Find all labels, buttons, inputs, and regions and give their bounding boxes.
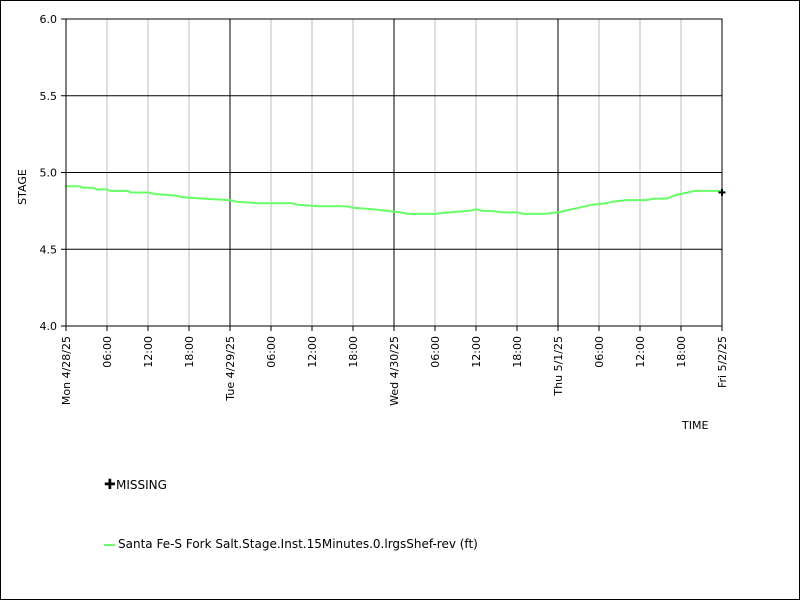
x-axis-ticks: 06:00 12:00 18:00 06:00 12:00 18:00 06:00 12:00… bbox=[60, 326, 729, 406]
x-day-label: Thu 5/1/25 bbox=[552, 336, 565, 397]
x-tick-label: 18:00 bbox=[675, 336, 688, 368]
x-tick-label: 06:00 bbox=[429, 336, 442, 368]
x-tick-label: 06:00 bbox=[265, 336, 278, 368]
y-axis-label: STAGE bbox=[16, 169, 29, 205]
x-day-label: Mon 4/28/25 bbox=[60, 336, 73, 405]
x-tick-label: 18:00 bbox=[347, 336, 360, 368]
x-tick-label: 12:00 bbox=[634, 336, 647, 368]
legend-missing-label: MISSING bbox=[116, 478, 167, 492]
x-day-label: Tue 4/29/25 bbox=[224, 336, 237, 402]
plot-area-border bbox=[65, 18, 723, 327]
series-line-swatch bbox=[104, 543, 115, 546]
x-tick-label: 06:00 bbox=[101, 336, 114, 368]
x-day-label: Fri 5/2/25 bbox=[716, 336, 729, 388]
y-tick-label: 5.0 bbox=[40, 167, 58, 180]
x-tick-label: 18:00 bbox=[183, 336, 196, 368]
missing-marker-icon: ✚ bbox=[104, 477, 116, 493]
x-axis-label: TIME bbox=[681, 419, 708, 432]
x-tick-label: 12:00 bbox=[306, 336, 319, 368]
y-tick-label: 5.5 bbox=[40, 90, 58, 103]
x-tick-label: 12:00 bbox=[142, 336, 155, 368]
legend-series-label: Santa Fe-S Fork Salt.Stage.Inst.15Minute… bbox=[118, 537, 478, 551]
series-group bbox=[66, 185, 722, 215]
y-tick-label: 4.5 bbox=[40, 243, 58, 256]
x-day-label: Wed 4/30/25 bbox=[388, 336, 401, 406]
legend-series: Santa Fe-S Fork Salt.Stage.Inst.15Minute… bbox=[104, 537, 478, 551]
legend-missing: ✚MISSING bbox=[104, 478, 167, 492]
x-tick-label: 06:00 bbox=[593, 336, 606, 368]
x-tick-label: 18:00 bbox=[511, 336, 524, 368]
y-axis-ticks: 4.0 4.5 5.0 5.5 6.0 bbox=[40, 13, 66, 333]
y-tick-label: 6.0 bbox=[40, 13, 58, 26]
series-line bbox=[66, 185, 722, 215]
y-tick-label: 4.0 bbox=[40, 320, 58, 333]
major-gridlines bbox=[65, 18, 723, 327]
x-tick-label: 12:00 bbox=[470, 336, 483, 368]
